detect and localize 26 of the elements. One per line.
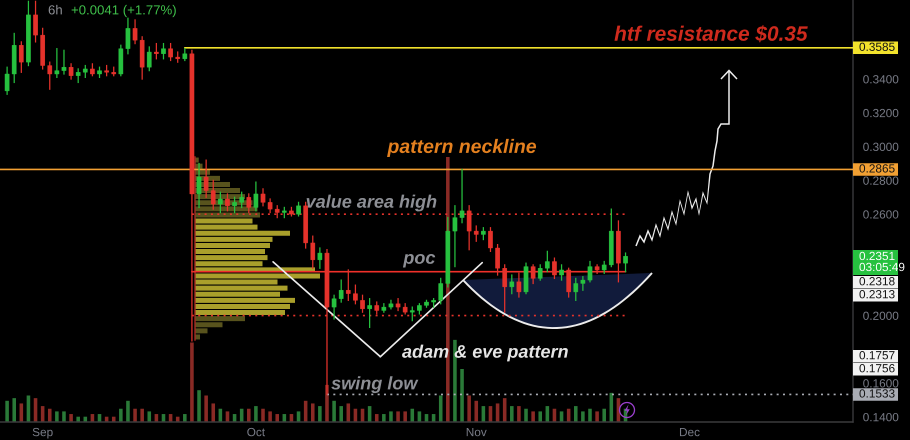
text: 0.1756 [859,364,895,372]
annotation: pattern neckline [387,138,536,157]
data-label: 0.3585 [859,42,895,51]
y-tick-label: 0.2800 [863,176,898,185]
y-tick-label: 0.1600 [863,379,898,388]
data-label: 0.1533 [859,389,895,398]
x-tick-label: Nov [466,428,487,436]
data-label: 0.2865 [859,164,895,173]
y-tick-label: 0.2000 [863,312,898,320]
y-tick-label: 0.3400 [863,75,898,84]
annotation: swing low [331,376,418,394]
text: 0.2318 [859,277,895,286]
annotation: htf resistance $0.35 [614,25,808,42]
annotation: poc [402,254,436,268]
x-tick-label: Sep [32,428,53,439]
y-tick-label: 0.2600 [863,210,898,219]
y-tick-label: 0.1400 [863,412,898,422]
y-tick-label: 0.3000 [863,142,898,152]
chart-subtitle: +0.0041 (+1.77%) [72,4,176,18]
y-tick-label: 0.3200 [863,108,898,118]
text: 0.1757 [859,351,895,360]
x-tick-label: Oct [247,428,265,436]
x-tick-label: Dec [680,428,700,436]
annotation: value area high [306,194,436,212]
text: 0.2313 [859,290,895,298]
chart-title: 6h [48,4,62,15]
